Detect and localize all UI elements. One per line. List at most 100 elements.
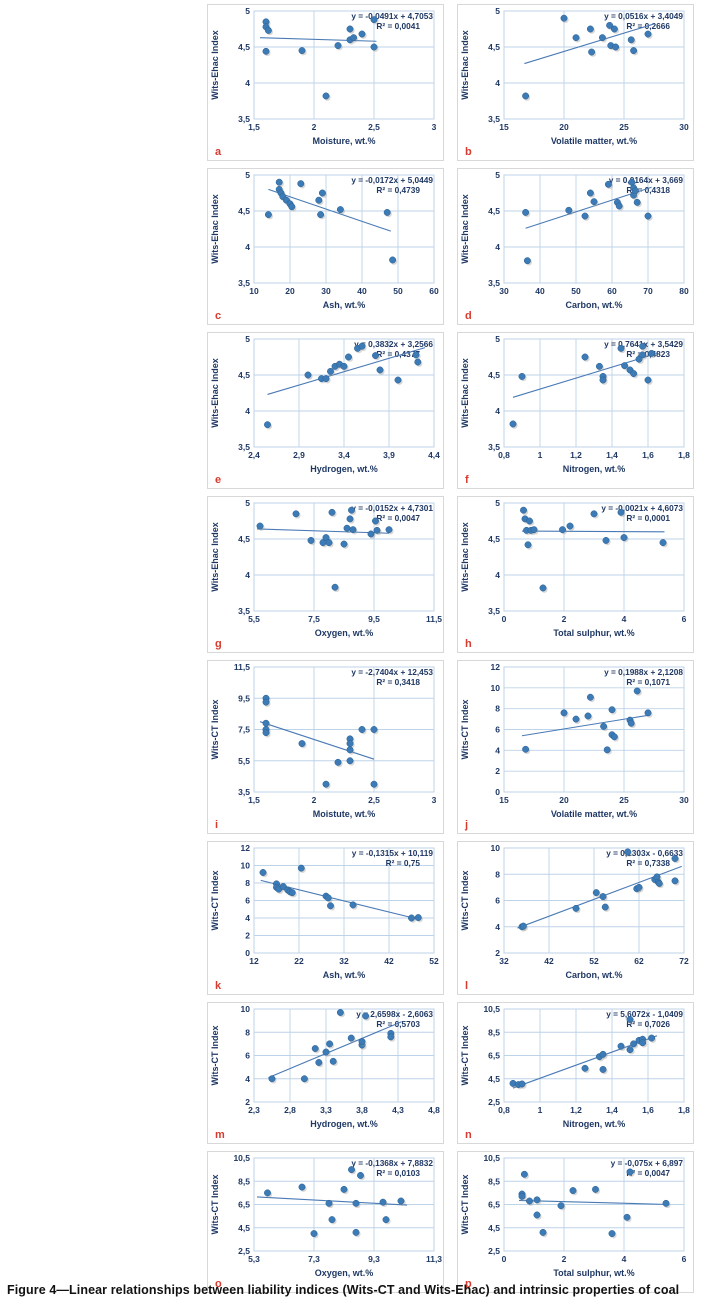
y-axis-label: Wits-CT Index bbox=[460, 1175, 470, 1235]
trend-line bbox=[259, 37, 377, 42]
svg-text:0: 0 bbox=[495, 787, 500, 797]
svg-text:3,5: 3,5 bbox=[488, 442, 500, 452]
svg-text:1,4: 1,4 bbox=[606, 450, 618, 460]
svg-text:42: 42 bbox=[544, 956, 554, 966]
svg-text:3,5: 3,5 bbox=[488, 114, 500, 124]
svg-text:5: 5 bbox=[495, 6, 500, 16]
data-point bbox=[350, 34, 358, 42]
trendline-equation: y = 0,1988x + 2,1208 bbox=[604, 667, 683, 677]
x-axis-label: Ash, wt.% bbox=[323, 970, 366, 980]
data-point bbox=[327, 367, 334, 375]
svg-text:15: 15 bbox=[499, 122, 509, 132]
data-point bbox=[602, 536, 610, 544]
panel-letter: n bbox=[465, 1129, 472, 1141]
svg-text:0,8: 0,8 bbox=[498, 450, 510, 460]
svg-text:4: 4 bbox=[245, 913, 250, 923]
chart-panel-l: 32 42 52 62 72 2 4 6 8 10 Carbon, wt.% Wits-CT Inde… bbox=[457, 841, 694, 995]
chart-panel-i: 1,5 2 2,5 3 3,5 5,5 7,5 9,5 11,5 Moistute, wt.% Wi… bbox=[207, 660, 444, 834]
svg-text:6,5: 6,5 bbox=[488, 1200, 500, 1210]
data-point bbox=[630, 47, 638, 55]
scatter-plot-b: 15 20 25 30 3,5 4 4,5 5 Volatile matter, wt.% Wit… bbox=[460, 6, 689, 158]
svg-text:4: 4 bbox=[495, 922, 500, 932]
data-point bbox=[522, 92, 530, 100]
data-point bbox=[349, 526, 357, 534]
svg-text:5,5: 5,5 bbox=[248, 614, 260, 624]
svg-text:1,6: 1,6 bbox=[642, 450, 654, 460]
svg-text:5: 5 bbox=[245, 6, 250, 16]
data-point bbox=[370, 16, 378, 24]
scatter-plot-h: 0 2 4 6 3,5 4 4,5 5 Total sulphur, wt.% Wits-Ehac… bbox=[460, 498, 687, 650]
data-point bbox=[327, 902, 334, 910]
svg-text:7,5: 7,5 bbox=[308, 614, 320, 624]
svg-text:8: 8 bbox=[245, 1027, 250, 1037]
y-axis-label: Wits-Ehac Index bbox=[210, 194, 220, 263]
data-point bbox=[626, 1046, 634, 1054]
data-point bbox=[630, 1040, 638, 1048]
data-point bbox=[639, 1039, 647, 1047]
svg-text:4,5: 4,5 bbox=[238, 42, 250, 52]
data-point bbox=[617, 1042, 625, 1050]
data-point bbox=[394, 376, 402, 384]
data-point bbox=[519, 922, 527, 930]
trend-line bbox=[524, 23, 655, 65]
figure-caption: Figure 4—Linear relationships between li… bbox=[7, 1283, 680, 1297]
data-point bbox=[633, 687, 641, 695]
r-squared-value: R² = 0,3418 bbox=[376, 677, 420, 687]
data-point bbox=[358, 30, 366, 38]
data-point bbox=[604, 180, 612, 188]
data-point bbox=[264, 211, 272, 219]
trendline-equation: y = -0,0152x + 4,7301 bbox=[351, 503, 433, 513]
scatter-plot-m: 2,3 2,8 3,3 3,8 4,3 4,8 2 4 6 8 10 Hydrogen, wt.% Wi… bbox=[210, 1004, 440, 1141]
svg-text:30: 30 bbox=[499, 286, 509, 296]
x-axis-label: Ash, wt.% bbox=[323, 300, 366, 310]
svg-text:4,5: 4,5 bbox=[488, 1223, 500, 1233]
data-point bbox=[343, 524, 351, 532]
data-point bbox=[671, 877, 679, 885]
chart-panel-m: 2,3 2,8 3,3 3,8 4,3 4,8 2 4 6 8 10 Hydrogen, wt.% Wi… bbox=[207, 1002, 444, 1144]
svg-text:20: 20 bbox=[285, 286, 295, 296]
svg-text:30: 30 bbox=[679, 795, 689, 805]
svg-text:52: 52 bbox=[589, 956, 599, 966]
svg-text:6: 6 bbox=[682, 614, 687, 624]
y-axis-label: Wits-CT Index bbox=[460, 1026, 470, 1086]
scatter-plot-d: 30 40 50 60 70 80 3,5 4 4,5 5 Carbon, wt.% Wits-Eha… bbox=[460, 170, 689, 322]
data-point bbox=[408, 914, 415, 922]
scatter-plot-l: 32 42 52 62 72 2 4 6 8 10 Carbon, wt.% Wits-CT Inde… bbox=[460, 843, 689, 992]
svg-text:9,5: 9,5 bbox=[238, 693, 250, 703]
data-point bbox=[324, 894, 332, 902]
r-squared-value: R² = 0,7338 bbox=[626, 858, 670, 868]
data-point bbox=[572, 904, 580, 912]
data-point bbox=[628, 178, 636, 186]
r-squared-value: R² = 0,4739 bbox=[376, 185, 420, 195]
svg-text:2,5: 2,5 bbox=[488, 1246, 500, 1256]
svg-text:2,5: 2,5 bbox=[488, 1097, 500, 1107]
data-point bbox=[590, 198, 598, 206]
chart-panel-b: 15 20 25 30 3,5 4 4,5 5 Volatile matter, wt.% Wit… bbox=[457, 4, 694, 161]
svg-text:32: 32 bbox=[499, 956, 509, 966]
data-point bbox=[382, 1216, 390, 1224]
svg-text:3,5: 3,5 bbox=[238, 278, 250, 288]
trendline-equation: y = -2,7404x + 12,453 bbox=[351, 667, 433, 677]
data-point bbox=[572, 715, 580, 723]
trend-line bbox=[256, 528, 390, 534]
data-point bbox=[279, 883, 287, 890]
data-point bbox=[533, 1196, 541, 1204]
data-point bbox=[317, 211, 325, 219]
trendline-equation: y = 5,6072x - 1,0409 bbox=[606, 1009, 683, 1019]
data-point bbox=[592, 1185, 599, 1193]
svg-text:2: 2 bbox=[312, 122, 317, 132]
x-axis-label: Hydrogen, wt.% bbox=[310, 1119, 378, 1129]
r-squared-value: R² = 0,7026 bbox=[626, 1019, 670, 1029]
svg-text:2,4: 2,4 bbox=[248, 450, 260, 460]
svg-text:2,8: 2,8 bbox=[284, 1105, 296, 1115]
svg-text:8,5: 8,5 bbox=[488, 1176, 500, 1186]
trend-line bbox=[267, 347, 426, 395]
svg-text:2: 2 bbox=[495, 948, 500, 958]
svg-text:7,3: 7,3 bbox=[308, 1254, 320, 1264]
data-point bbox=[385, 526, 393, 534]
svg-text:5: 5 bbox=[245, 170, 250, 180]
r-squared-value: R² = 0,0047 bbox=[626, 1168, 670, 1178]
svg-text:15: 15 bbox=[499, 795, 509, 805]
data-point bbox=[601, 903, 609, 911]
data-point bbox=[322, 1048, 330, 1056]
